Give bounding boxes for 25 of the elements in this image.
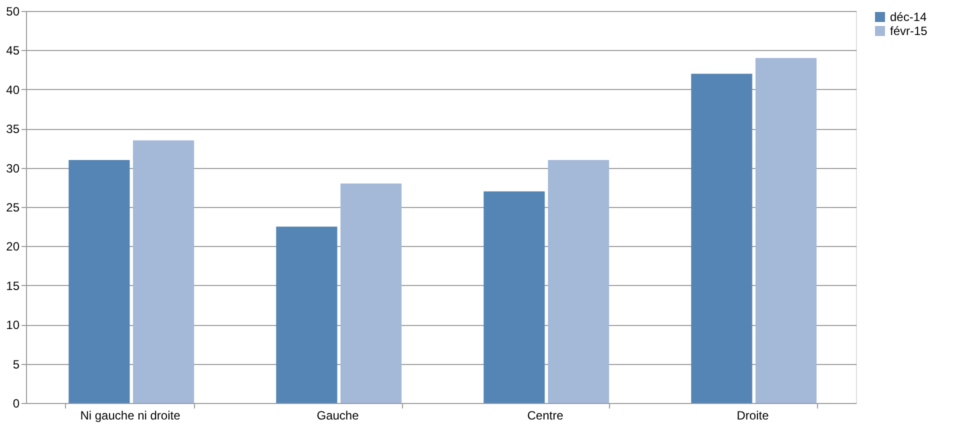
y-tick-label: 40 xyxy=(6,82,20,97)
x-tick-label: Gauche xyxy=(316,408,360,422)
y-tick-label: 20 xyxy=(6,240,20,254)
y-tick-label: 5 xyxy=(12,357,20,372)
y-tick-label: 10 xyxy=(6,318,20,332)
x-tick-label: Droite xyxy=(736,408,770,422)
legend-label: déc-14 xyxy=(890,10,928,24)
bar xyxy=(484,191,545,403)
bar xyxy=(132,140,194,403)
legend-label: févr-15 xyxy=(890,24,928,38)
y-tick-label: 0 xyxy=(12,396,20,410)
y-tick-label: 15 xyxy=(6,278,20,293)
bar xyxy=(691,74,752,403)
y-tick-label: 45 xyxy=(6,44,20,58)
bar xyxy=(548,160,610,403)
x-tick-label: Ni gauche ni droite xyxy=(80,408,181,422)
y-tick-label: 30 xyxy=(6,161,20,176)
x-tick-label: Centre xyxy=(527,408,564,422)
bar xyxy=(68,160,130,403)
bar xyxy=(755,58,817,403)
y-tick-label: 35 xyxy=(6,122,20,136)
bar xyxy=(276,226,338,403)
bar xyxy=(340,183,402,403)
y-tick-label: 25 xyxy=(6,200,20,214)
y-tick-label: 50 xyxy=(6,4,20,18)
